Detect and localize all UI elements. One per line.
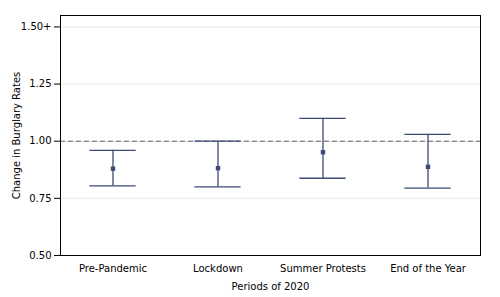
svg-text:Change in Burglary Rates: Change in Burglary Rates [11,72,22,200]
svg-text:Periods of 2020: Periods of 2020 [232,281,310,292]
svg-text:Summer Protests: Summer Protests [280,263,366,274]
svg-text:1.00: 1.00 [29,135,51,146]
svg-text:1.50+: 1.50+ [21,21,52,32]
svg-text:Pre-Pandemic: Pre-Pandemic [79,263,147,274]
svg-text:Lockdown: Lockdown [193,263,243,274]
svg-text:0.50: 0.50 [29,250,51,261]
svg-text:1.25: 1.25 [29,78,51,89]
svg-text:0.75: 0.75 [29,193,51,204]
svg-text:End of the Year: End of the Year [390,263,467,274]
